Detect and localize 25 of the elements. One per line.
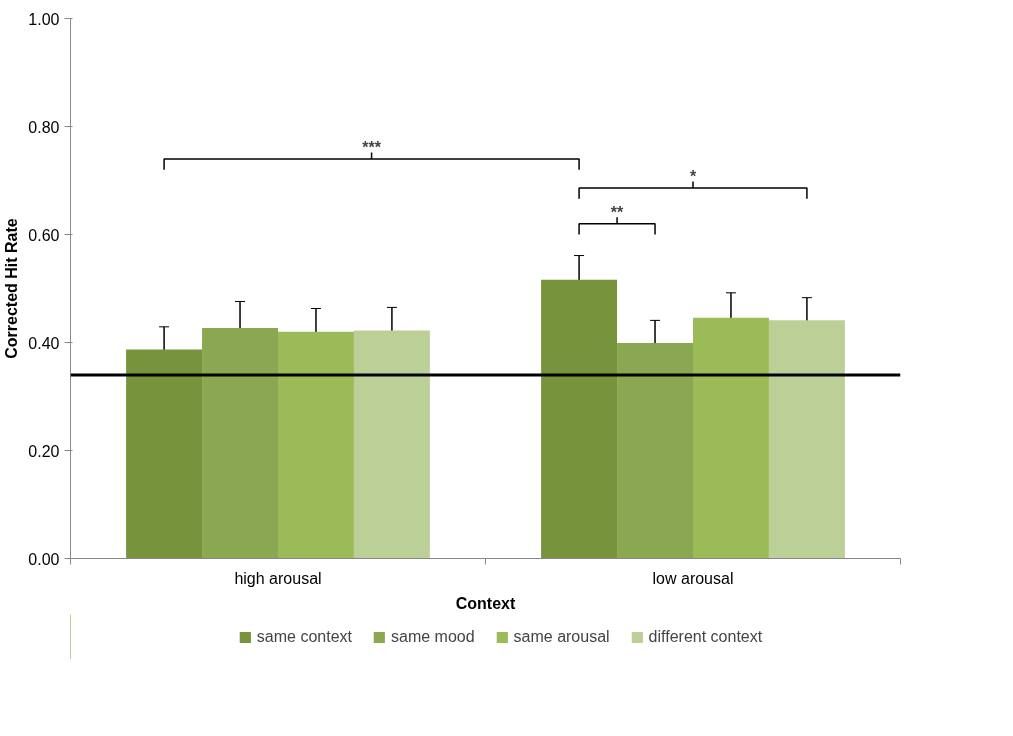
bar: [353, 330, 430, 559]
bar: [617, 343, 693, 559]
x-tick-label: high arousal: [234, 569, 322, 587]
bar: [541, 279, 618, 559]
bar: [126, 349, 203, 559]
legend-label: same arousal: [513, 627, 610, 646]
y-tick-label: 1.00: [28, 10, 60, 28]
bar: [693, 317, 769, 559]
annotation: *: [689, 168, 697, 186]
y-tick-label: 0.60: [28, 226, 60, 244]
bar: [768, 320, 845, 559]
legend-label: different context: [648, 627, 763, 646]
y-tick-label: 0.80: [28, 118, 60, 136]
y-axis-title: Corrected Hit Rate: [3, 218, 21, 359]
x-tick-label: low arousal: [652, 569, 734, 587]
legend-label: same mood: [390, 627, 475, 646]
y-tick-label: 0.00: [28, 550, 60, 568]
y-tick-label: 0.40: [28, 334, 60, 352]
legend-label: same context: [256, 627, 352, 646]
bar: [278, 331, 354, 559]
x-axis-title: Context: [455, 594, 516, 612]
annotation: ***: [362, 139, 382, 157]
bar: [202, 327, 278, 559]
annotation: **: [610, 204, 625, 221]
y-tick-label: 0.20: [28, 442, 60, 460]
